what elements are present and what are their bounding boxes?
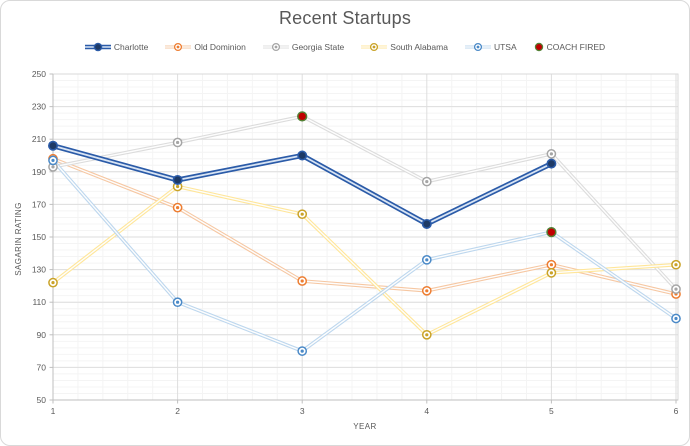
legend-item-coach-fired[interactable]: COACH FIRED bbox=[534, 42, 606, 52]
x-tick-label: 1 bbox=[51, 406, 56, 416]
legend-label: UTSA bbox=[493, 42, 517, 52]
chart-title: Recent Startups bbox=[278, 8, 412, 28]
legend-item-charlotte[interactable]: Charlotte bbox=[84, 42, 149, 52]
legend-label: COACH FIRED bbox=[546, 42, 606, 52]
axis-lines bbox=[49, 73, 678, 404]
y-axis-title: SAGARIN RATING bbox=[14, 202, 23, 275]
y-tick-label: 250 bbox=[32, 69, 46, 79]
y-tick-label: 230 bbox=[32, 102, 46, 112]
y-tick-label: 50 bbox=[37, 395, 47, 405]
major-gridlines bbox=[52, 73, 678, 401]
legend-item-south-alabama[interactable]: South Alabama bbox=[361, 42, 448, 52]
legend-marker-charlotte bbox=[84, 42, 111, 52]
x-tick-label: 3 bbox=[300, 406, 305, 416]
legend-marker-utsa bbox=[464, 42, 491, 52]
y-tick-label: 110 bbox=[32, 297, 46, 307]
legend-label: Charlotte bbox=[113, 42, 149, 52]
legend-label: Georgia State bbox=[291, 42, 345, 52]
y-tick-label: 150 bbox=[32, 232, 46, 242]
legend-label: Old Dominion bbox=[194, 42, 246, 52]
x-tick-label: 6 bbox=[674, 406, 679, 416]
series-markers-coach-fired[interactable] bbox=[297, 111, 557, 238]
legend-marker-old-dominion bbox=[165, 42, 192, 52]
series-line-old-dominion[interactable] bbox=[52, 157, 677, 296]
x-tick-label: 2 bbox=[175, 406, 180, 416]
series-markers-georgia-state[interactable] bbox=[48, 111, 681, 295]
series-line-south-alabama[interactable] bbox=[51, 184, 677, 337]
chart-legend: Charlotte Old Dominion Georgia State South … bbox=[1, 42, 689, 52]
y-tick-label: 190 bbox=[32, 167, 46, 177]
x-axis-title: YEAR bbox=[353, 422, 376, 431]
series-markers-charlotte[interactable] bbox=[47, 140, 557, 229]
legend-label: South Alabama bbox=[390, 42, 448, 52]
legend-marker-georgia-state bbox=[262, 42, 289, 52]
x-tick-label: 4 bbox=[424, 406, 429, 416]
legend-item-utsa[interactable]: UTSA bbox=[464, 42, 517, 52]
y-tick-label: 170 bbox=[32, 199, 46, 209]
y-tick-label: 210 bbox=[32, 134, 46, 144]
y-tick-label: 130 bbox=[32, 265, 46, 275]
x-tick-label: 5 bbox=[549, 406, 554, 416]
y-tick-label: 70 bbox=[37, 362, 47, 372]
legend-marker-coach-fired bbox=[534, 42, 543, 52]
legend-item-old-dominion[interactable]: Old Dominion bbox=[165, 42, 246, 52]
legend-marker-south-alabama bbox=[361, 42, 388, 52]
series-line-georgia-state[interactable] bbox=[52, 114, 678, 291]
legend-item-georgia-state[interactable]: Georgia State bbox=[262, 42, 345, 52]
series-line-utsa[interactable] bbox=[51, 159, 678, 353]
y-tick-label: 90 bbox=[37, 330, 47, 340]
